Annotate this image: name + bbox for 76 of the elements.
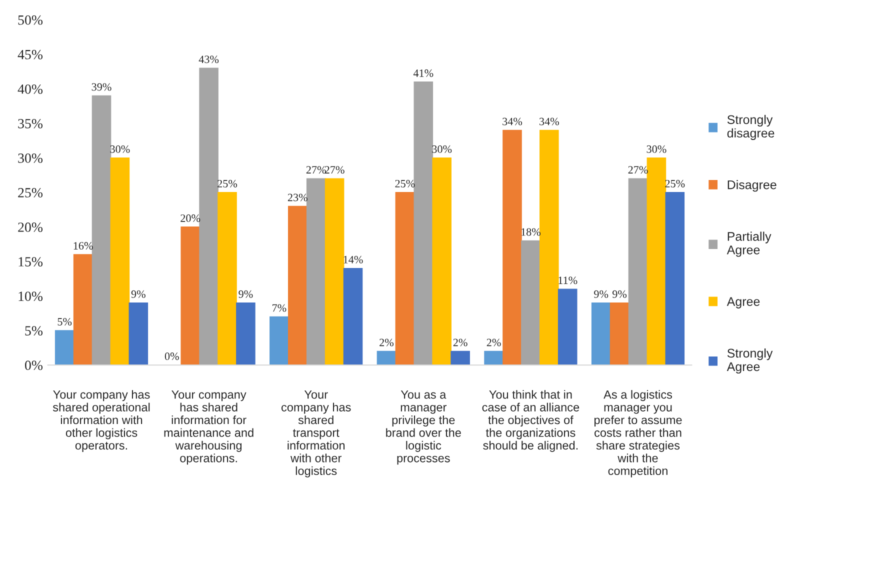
bar — [324, 178, 344, 366]
legend-label: Strongly Agree — [726, 348, 773, 374]
bar — [180, 226, 200, 366]
bar — [665, 192, 685, 366]
text: 41% — [413, 69, 434, 77]
bar — [540, 130, 559, 366]
bar — [414, 82, 434, 366]
x-tick-label: You think that in case of an alliance the objectives of the organizations should be aligned. — [482, 390, 580, 452]
text: 30% — [646, 145, 666, 153]
bar — [92, 95, 112, 366]
bar — [218, 192, 237, 366]
bar — [128, 302, 148, 366]
y-tick-label: 25% — [18, 188, 43, 198]
x-tick-label: As a logistics manager you prefer to assume costs rather than share strategies with the competition — [594, 390, 682, 478]
bar — [306, 178, 326, 366]
text: 23% — [288, 194, 308, 202]
text: 25% — [395, 180, 415, 188]
bar — [73, 254, 93, 366]
bar — [484, 350, 504, 366]
bar — [270, 316, 289, 366]
text: 0% — [164, 352, 179, 360]
x-tick-label: You as a manager privilege the brand over the logistic processes — [386, 390, 461, 465]
legend-label: Strongly disagree — [727, 114, 774, 140]
bar — [343, 268, 363, 366]
legend-label: Agree — [726, 297, 760, 308]
text: 7% — [272, 304, 286, 312]
bar — [628, 178, 648, 366]
text: 9% — [612, 290, 627, 298]
text: 9% — [131, 290, 146, 298]
bar — [432, 157, 452, 366]
bar — [199, 68, 218, 366]
bar — [236, 302, 256, 366]
bar — [395, 192, 415, 366]
bar — [610, 302, 630, 366]
text: 30% — [432, 145, 452, 153]
x-tick-label: Your company has shared information for maintenance and warehousing operations. — [164, 390, 254, 465]
bar — [376, 350, 396, 366]
y-tick-label: 30% — [18, 153, 43, 163]
y-tick-label: 40% — [18, 84, 43, 94]
text: 2% — [486, 338, 501, 346]
x-tick-label: Your company has shared operational information with other logistics operators. — [52, 390, 150, 452]
y-tick-label: 5% — [25, 326, 43, 336]
x-tick-label: Your company has shared transport information with other logistics — [281, 390, 351, 478]
bar — [521, 240, 540, 366]
bar — [110, 157, 130, 366]
bar — [646, 157, 666, 366]
text: 20% — [180, 214, 200, 222]
text: 30% — [110, 145, 130, 153]
text: 5% — [58, 318, 72, 326]
y-tick-label: 15% — [18, 257, 43, 266]
text: 9% — [238, 290, 253, 298]
text: 27% — [306, 166, 326, 174]
bar — [502, 130, 522, 366]
bar — [54, 330, 74, 366]
text: 16% — [74, 242, 93, 250]
y-tick-label: 0% — [25, 360, 43, 370]
text: 39% — [92, 83, 112, 91]
text: 34% — [502, 118, 522, 126]
y-tick-label: 10% — [18, 292, 43, 302]
text: 27% — [324, 166, 344, 174]
y-tick-label: 50% — [18, 15, 43, 25]
text: 2% — [380, 338, 394, 346]
y-tick-label: 45% — [18, 50, 43, 60]
text: 43% — [198, 56, 219, 64]
y-tick-label: 20% — [18, 222, 43, 232]
text: 9% — [594, 290, 608, 298]
text: 34% — [540, 118, 559, 126]
legend-label: Disagree — [728, 180, 776, 192]
text: 2% — [453, 338, 468, 346]
bar — [558, 288, 578, 366]
bar — [591, 302, 611, 366]
text: 25% — [218, 180, 238, 188]
legend-label: Partially Agree — [726, 232, 772, 257]
bar — [288, 206, 308, 366]
bar — [450, 350, 470, 366]
y-tick-label: 35% — [18, 118, 43, 128]
